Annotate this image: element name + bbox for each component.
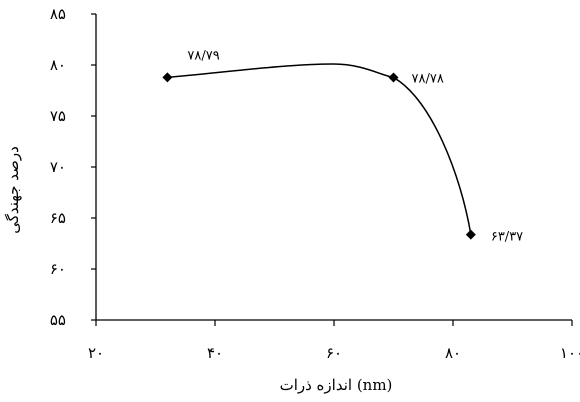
data-label: ۶۳/۳۷ — [491, 230, 523, 245]
series-line — [167, 63, 472, 235]
x-tick-label: ۴۰ — [207, 344, 223, 362]
y-tick-label: ۸۰ — [50, 56, 66, 74]
x-tick-label: ۲۰ — [88, 344, 104, 362]
axes — [95, 14, 572, 321]
data-point-marker — [162, 72, 173, 83]
markers — [162, 72, 476, 240]
x-tick-label: ۸۰ — [445, 344, 461, 362]
y-tick-label: ۶۰ — [50, 260, 66, 278]
x-tick-label: ۱۰۰ — [560, 344, 580, 362]
y-tick-label: ۷۰ — [50, 158, 66, 176]
data-label: ۷۸/۷۹ — [187, 48, 219, 63]
data-point-marker — [465, 229, 476, 240]
y-tick-label: ۸۵ — [50, 5, 66, 23]
data-point-marker — [388, 72, 399, 83]
y-tick-label: ۷۵ — [50, 107, 66, 125]
ticks: ۵۵ ۶۰ ۶۵ ۷۰ ۷۵ ۸۰ ۸۵ ۲۰ ۴۰ ۶۰ ۸۰ ۱۰۰ — [50, 5, 580, 362]
y-axis-title: درصد جهندگی — [4, 146, 22, 234]
data-labels: ۷۸/۷۹ ۷۸/۷۸ ۶۳/۳۷ — [187, 48, 523, 244]
data-label: ۷۸/۷۸ — [412, 71, 444, 86]
y-tick-label: ۵۵ — [50, 311, 66, 329]
y-tick-label: ۶۵ — [50, 209, 66, 227]
x-axis-title: اندازه ذرات (nm) — [280, 376, 393, 394]
x-tick-label: ۶۰ — [326, 344, 342, 362]
